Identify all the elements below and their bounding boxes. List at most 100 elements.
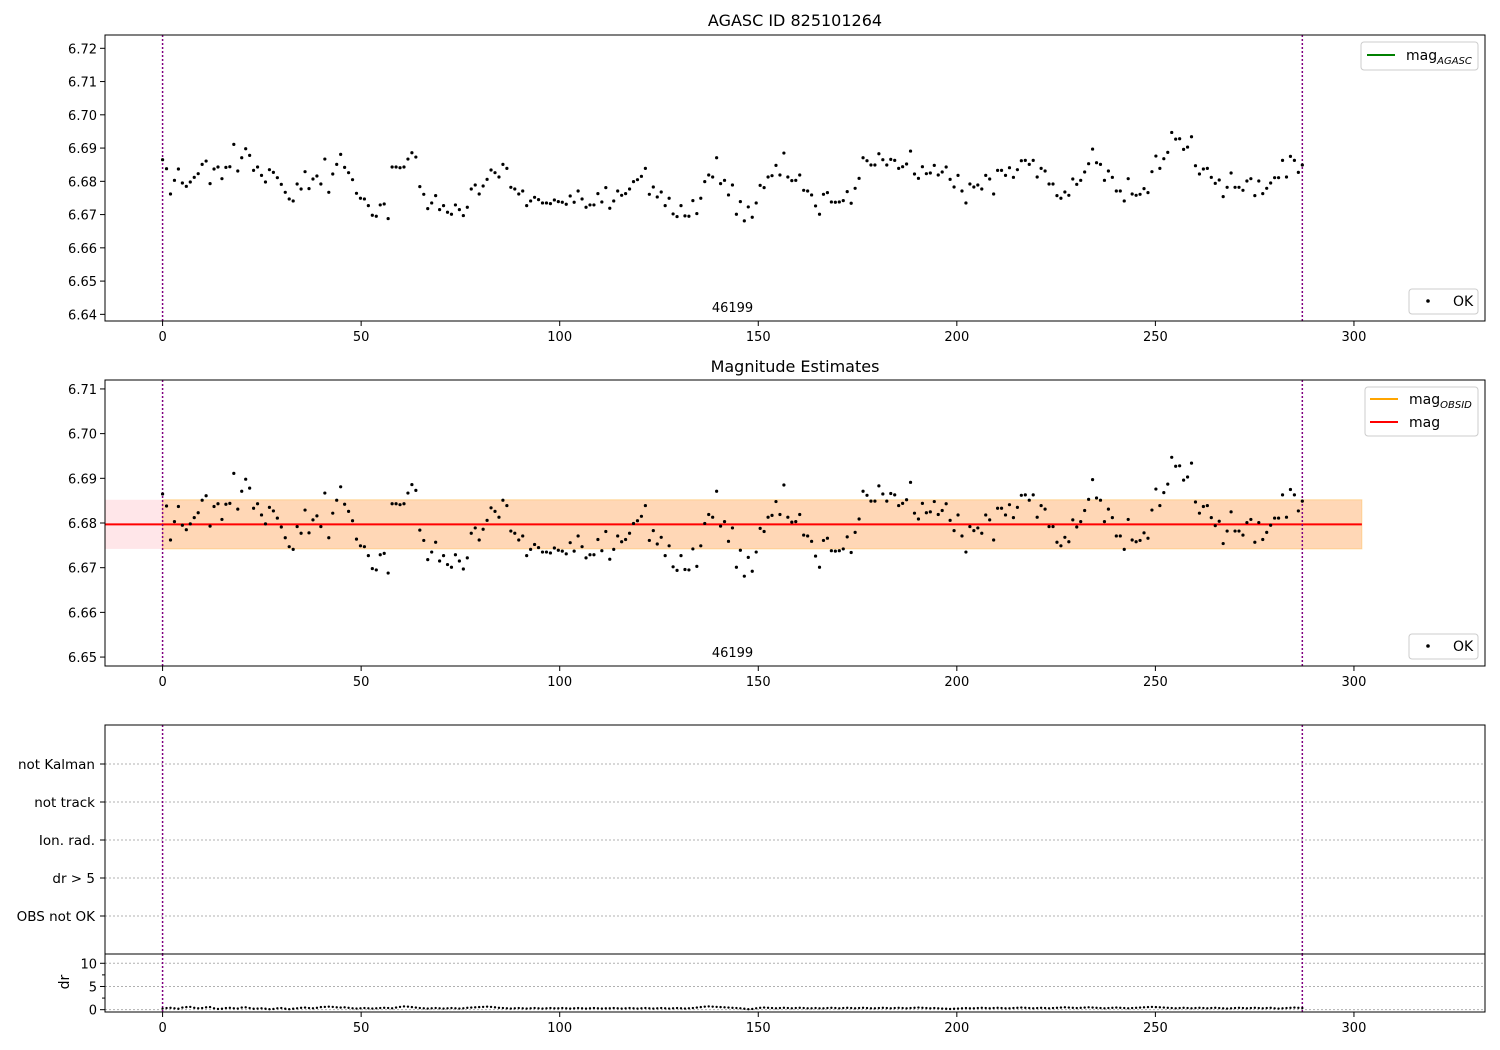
dr-point [204,1006,208,1009]
data-point [1273,516,1277,520]
data-point [505,503,509,508]
data-point [948,177,952,181]
dr-point [303,1006,307,1009]
data-point [394,502,398,506]
x-tick-label: 0 [158,1021,166,1036]
data-point [331,172,335,176]
data-point [540,201,545,205]
data-point [1094,161,1099,165]
data-point [1122,547,1126,551]
dr-point [561,1006,564,1010]
data-point [1031,493,1035,497]
dr-point [1273,1007,1276,1010]
dr-point [1194,1006,1197,1010]
dr-point [687,1007,691,1010]
data-point [722,178,727,182]
data-point [687,214,691,218]
data-point [1217,519,1221,523]
data-point [608,557,612,561]
flag-label: OBS not OK [17,909,97,925]
data-point [426,206,430,211]
data-point [398,503,402,507]
data-point [996,168,1000,172]
dr-point [964,1006,968,1010]
data-point [536,545,541,550]
panel-agasc-axes: 0 50 100 150 200 250 300 6.64 6.65 6.66 6.67 6.68 6.… [68,42,1366,345]
data-point [552,546,556,550]
data-point [750,569,754,573]
dr-point [1032,1007,1035,1010]
dr-point [913,1006,916,1010]
dr-point [1000,1006,1003,1010]
data-point [1197,511,1202,515]
dr-point [382,1006,386,1010]
dr-point [458,1007,461,1010]
panel-dr-points [161,1005,1304,1011]
dr-point [521,1007,524,1010]
data-point [180,181,184,185]
data-point [865,159,869,163]
data-point [1225,185,1229,189]
data-point [1269,181,1273,185]
data-point [1221,541,1225,546]
data-point [1027,498,1031,502]
panel-dr-ylabel: dr [57,974,73,989]
data-point [770,513,774,518]
data-point [449,212,454,216]
dr-point [747,1008,750,1011]
dr-point [754,1007,758,1010]
data-point [1162,157,1166,161]
data-point [1284,175,1289,179]
data-point [707,173,711,177]
dr-point [727,1006,730,1009]
y-tick-label: 6.67 [68,562,97,577]
data-point [481,184,485,188]
data-point [1075,525,1079,529]
data-point [901,165,905,169]
data-point [631,521,636,526]
data-point [299,187,303,191]
data-point [505,166,509,170]
data-point [786,175,790,179]
data-point [596,537,600,542]
dr-point [743,1007,746,1010]
dr-point [295,1007,299,1010]
data-point [897,166,901,170]
data-point [738,548,742,552]
data-point [509,529,513,533]
data-point [600,549,604,553]
data-point [287,545,291,549]
data-point [390,502,394,506]
panel-agasc-obsid-label: 46199 [712,301,753,316]
data-point [279,182,283,186]
dr-point [940,1007,944,1010]
dr-point [232,1007,236,1010]
data-point [639,174,644,178]
dr-point [280,1006,283,1010]
dr-point [905,1007,908,1010]
dr-point [1261,1007,1264,1010]
data-point [604,529,608,534]
data-point [873,499,877,503]
data-point [382,202,386,206]
data-point [196,511,200,515]
dr-point [774,1007,778,1010]
dr-point [1028,1006,1031,1010]
data-point [556,200,560,204]
data-point [766,175,770,179]
data-point [1189,461,1194,465]
dr-point [703,1005,706,1008]
data-point [489,506,493,510]
dr-point [1241,1006,1245,1010]
data-point [1170,455,1174,459]
dr-point [814,1006,817,1010]
dr-point [323,1005,327,1009]
dr-point [952,1007,956,1010]
dr-point [161,1007,164,1010]
data-point [168,538,173,542]
y-tick-label: 6.69 [68,142,97,157]
dr-point [968,1007,972,1010]
x-tick-label: 50 [353,330,370,345]
dr-point [960,1007,964,1010]
data-point [1178,464,1182,468]
